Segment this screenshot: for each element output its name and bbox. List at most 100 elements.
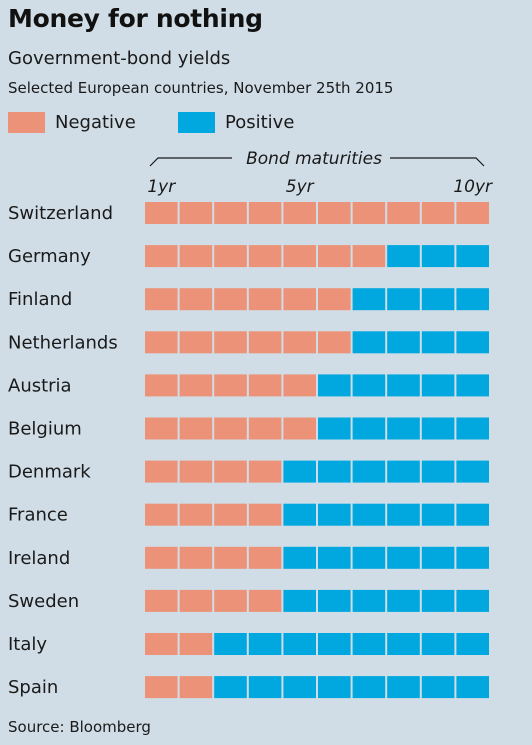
heatmap-cell [387, 503, 420, 526]
heatmap-cell [456, 288, 489, 311]
heatmap-cell [456, 503, 489, 526]
heatmap-cell [179, 331, 213, 354]
chart-subtitle: Government-bond yields [8, 48, 231, 69]
heatmap-cell [421, 633, 455, 655]
heatmap-cell [145, 417, 178, 440]
heatmap-cell [179, 288, 213, 311]
heatmap-cell [145, 633, 178, 655]
heatmap-cell [145, 460, 178, 483]
row-label: Belgium [8, 419, 82, 440]
heatmap-cell [145, 546, 178, 569]
heatmap-cell [318, 245, 351, 268]
legend-label-negative: Negative [55, 112, 136, 133]
heatmap-cell [421, 589, 455, 612]
bond-yield-heatmap: Bond maturities 1yr 5yr 10yr Switzerland Germ… [8, 149, 493, 699]
row-label: Germany [8, 246, 91, 267]
heatmap-cell [283, 503, 316, 526]
heatmap-cell [456, 589, 489, 612]
heatmap-cell [248, 460, 282, 483]
heatmap-cell [352, 417, 386, 440]
heatmap-cell [179, 546, 213, 569]
heatmap-cell [214, 202, 247, 224]
heatmap-cell [248, 676, 282, 699]
chart-title: Money for nothing [8, 4, 263, 33]
heatmap-cell [214, 633, 247, 655]
heatmap-cell [421, 503, 455, 526]
heatmap-cell [421, 676, 455, 699]
heatmap-cell [352, 546, 386, 569]
heatmap-cell [456, 331, 489, 354]
heatmap-cell [283, 589, 316, 612]
heatmap-cell [421, 460, 455, 483]
heatmap-cell [421, 245, 455, 268]
heatmap-cell [318, 288, 351, 311]
heatmap-cell [387, 589, 420, 612]
heatmap-cell [387, 331, 420, 354]
heatmap-cell [387, 546, 420, 569]
heatmap-cell [145, 331, 178, 354]
legend-item-positive: Positive [178, 112, 294, 133]
heatmap-cell [214, 374, 247, 397]
row-label: Spain [8, 677, 58, 698]
heatmap-cell [283, 288, 316, 311]
heatmap-cell [248, 417, 282, 440]
legend-swatch-positive [178, 112, 215, 133]
heatmap-cell [421, 202, 455, 224]
heatmap-cell [456, 202, 489, 224]
heatmap-cell [456, 245, 489, 268]
heatmap-cell [248, 589, 282, 612]
heatmap-cell [387, 374, 420, 397]
heatmap-cell [248, 245, 282, 268]
heatmap-cell [387, 288, 420, 311]
heatmap-cell [387, 245, 420, 268]
heatmap-cell [179, 460, 213, 483]
heatmap-cell [456, 374, 489, 397]
chart-description: Selected European countries, November 25… [8, 79, 394, 97]
heatmap-cell [456, 633, 489, 655]
heatmap-cell [421, 374, 455, 397]
heatmap-cell [179, 503, 213, 526]
heatmap-cell [421, 288, 455, 311]
heatmap-cell [214, 460, 247, 483]
row-label: Ireland [8, 548, 70, 569]
row-label: Italy [8, 634, 47, 655]
heatmap-cell [248, 288, 282, 311]
heatmap-cell [318, 331, 351, 354]
x-tick-label: 5yr [286, 177, 315, 197]
heatmap-cell [456, 546, 489, 569]
heatmap-cell [283, 546, 316, 569]
heatmap-cell [248, 374, 282, 397]
heatmap-cell [283, 331, 316, 354]
heatmap-cell [145, 288, 178, 311]
heatmap-cell [145, 589, 178, 612]
heatmap-cell [421, 546, 455, 569]
heatmap-cell [283, 245, 316, 268]
heatmap-cell [179, 202, 213, 224]
heatmap-cell [283, 374, 316, 397]
heatmap-cell [214, 288, 247, 311]
heatmap-cell [179, 374, 213, 397]
heatmap-cell [214, 245, 247, 268]
heatmap-cell [145, 245, 178, 268]
axis-bracket-left [149, 157, 232, 167]
heatmap-cell [283, 417, 316, 440]
heatmap-cell [214, 417, 247, 440]
heatmap-cell [456, 417, 489, 440]
heatmap-cell [214, 503, 247, 526]
row-label: Netherlands [8, 332, 118, 353]
heatmap-cell [318, 633, 351, 655]
heatmap-cell [145, 503, 178, 526]
heatmap-cell [352, 202, 386, 224]
heatmap-cell [248, 202, 282, 224]
heatmap-cell [318, 374, 351, 397]
heatmap-cell [179, 417, 213, 440]
heatmap-cell [387, 417, 420, 440]
heatmap-cell [352, 331, 386, 354]
heatmap-cell [145, 202, 178, 224]
heatmap-cell [248, 546, 282, 569]
heatmap-cell [352, 288, 386, 311]
heatmap-cell [456, 676, 489, 699]
heatmap-cell [145, 676, 178, 699]
row-label: France [8, 505, 68, 526]
heatmap-cell [318, 503, 351, 526]
